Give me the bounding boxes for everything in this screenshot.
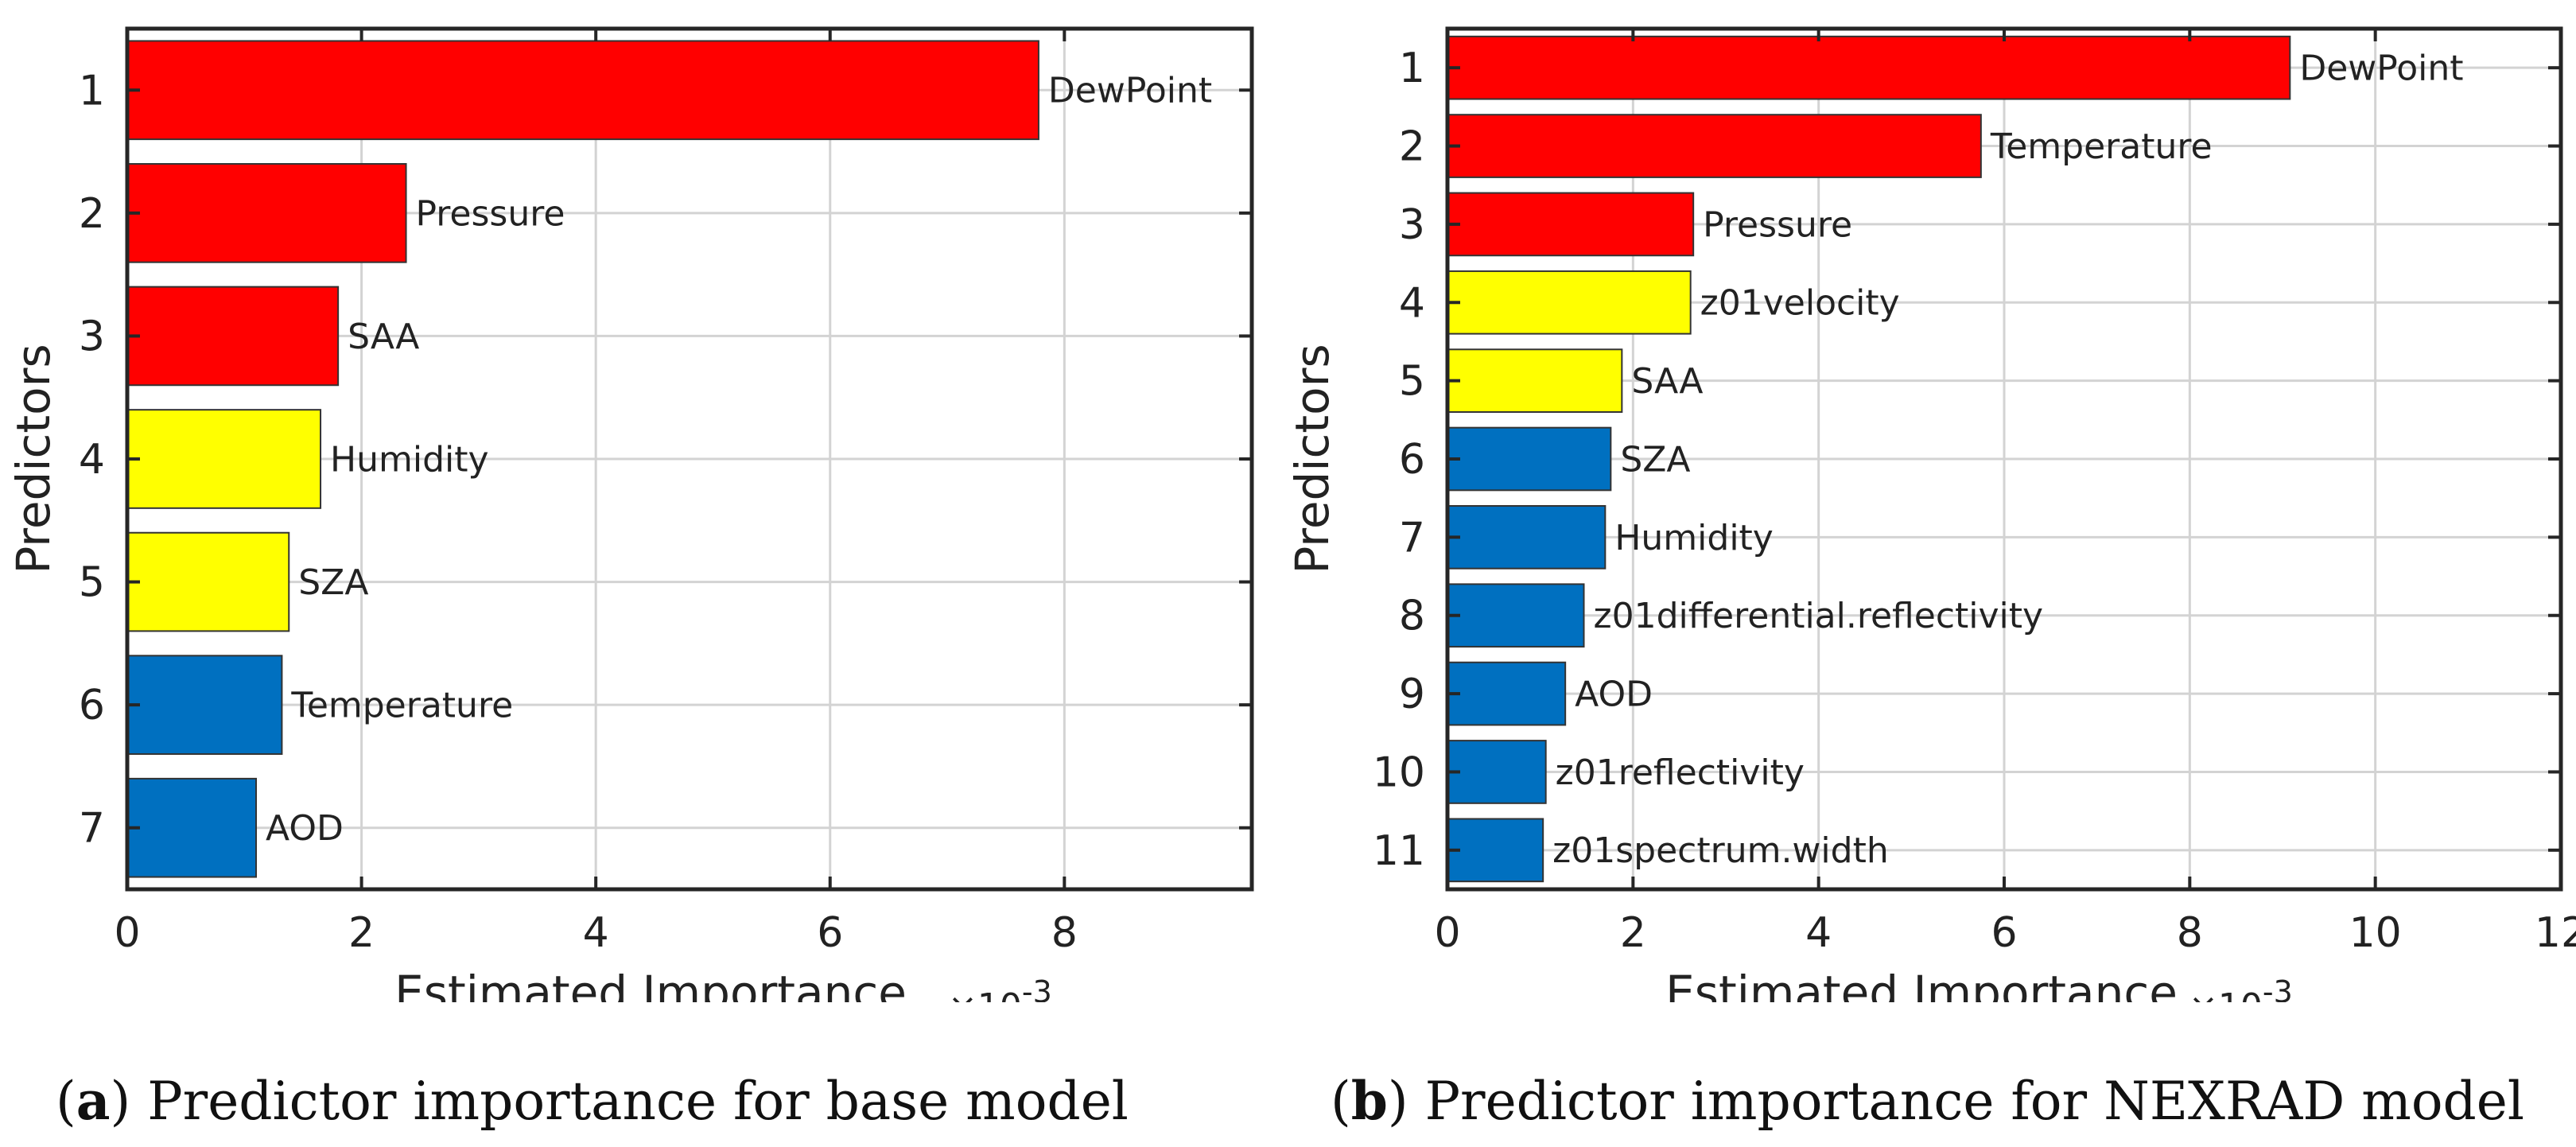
bar-label-2: Pressure (416, 193, 565, 234)
y-tick-label-4: 4 (1399, 279, 1425, 327)
y-tick-label-11: 11 (1373, 827, 1425, 875)
bar-aod (126, 777, 258, 878)
bar-label-6: Temperature (290, 686, 513, 726)
x-tick-label-1: 2 (1620, 909, 1646, 957)
caption-b-tag: b (1350, 1070, 1388, 1132)
y-axis-label: Predictors (1285, 344, 1339, 574)
caption-b: (b) Predictor importance for NEXRAD mode… (1331, 1070, 2524, 1132)
bar-z01spectrum-width (1447, 818, 1544, 883)
x-tick-label-3: 6 (1991, 909, 2017, 957)
bar-label-9: AOD (1575, 674, 1653, 714)
bar-pressure (126, 163, 407, 263)
bar-sza (1447, 426, 1612, 492)
bar-label-4: z01velocity (1700, 283, 1900, 324)
bar-z01velocity (1447, 270, 1692, 335)
y-axis-label: Predictors (6, 344, 60, 574)
x-multiplier: ×10-3 (948, 974, 1052, 1002)
y-tick-label-6: 6 (79, 682, 105, 729)
bar-label-10: z01reflectivity (1556, 752, 1805, 793)
bar-dewpoint (1447, 35, 2291, 100)
bar-label-6: SZA (1620, 439, 1690, 480)
caption-a-tag: a (76, 1070, 111, 1132)
bar-label-2: Temperature (1990, 126, 2213, 167)
y-tick-label-6: 6 (1399, 436, 1425, 484)
y-tick-label-5: 5 (79, 559, 105, 607)
x-tick-label-1: 2 (348, 909, 375, 957)
y-tick-label-1: 1 (1399, 45, 1425, 92)
bar-z01reflectivity (1447, 740, 1547, 804)
caption-a-text: Predictor importance for base model (147, 1071, 1129, 1132)
bar-label-8: z01differential.reflectivity (1594, 596, 2044, 636)
y-tick-label-1: 1 (79, 67, 105, 115)
y-tick-label-9: 9 (1399, 671, 1425, 718)
bar-label-7: Humidity (1614, 518, 1774, 558)
y-tick-label-8: 8 (1399, 593, 1425, 640)
x-tick-label-0: 0 (114, 909, 140, 957)
y-tick-label-5: 5 (1399, 358, 1425, 406)
bar-label-7: AOD (266, 808, 344, 849)
y-tick-label-7: 7 (79, 805, 105, 853)
bar-dewpoint (126, 40, 1039, 141)
x-axis-label: Estimated Importance (394, 966, 907, 1002)
bar-sza (126, 531, 290, 632)
y-tick-label-10: 10 (1373, 748, 1425, 796)
bar-humidity (126, 409, 322, 509)
bar-temperature (1447, 114, 1982, 178)
x-tick-label-0: 0 (1434, 909, 1460, 957)
x-tick-label-2: 4 (583, 909, 609, 957)
bar-label-3: Pressure (1703, 204, 1852, 245)
x-tick-label-3: 6 (817, 909, 843, 957)
bar-label-1: DewPoint (2299, 49, 2463, 89)
bar-z01differential-reflectivity (1447, 583, 1585, 648)
x-tick-label-4: 8 (1051, 909, 1078, 957)
bar-label-5: SAA (1631, 361, 1703, 402)
x-tick-label-6: 12 (2535, 909, 2576, 957)
x-multiplier: ×10-3 (2189, 974, 2293, 1002)
x-tick-label-5: 10 (2349, 909, 2402, 957)
bar-saa (1447, 348, 1623, 413)
y-tick-label-2: 2 (1399, 123, 1425, 171)
bar-label-4: Humidity (330, 439, 489, 480)
x-tick-label-4: 8 (2177, 909, 2203, 957)
y-tick-label-2: 2 (79, 190, 105, 238)
bar-label-1: DewPoint (1048, 71, 1212, 111)
y-tick-label-4: 4 (79, 436, 105, 484)
bar-humidity (1447, 505, 1607, 570)
bar-label-11: z01spectrum.width (1552, 830, 1889, 871)
bar-pressure (1447, 192, 1695, 257)
bar-label-5: SZA (298, 562, 368, 603)
bar-saa (126, 286, 340, 387)
x-tick-label-2: 4 (1805, 909, 1832, 957)
x-axis-label: Estimated Importance (1665, 966, 2178, 1002)
y-tick-label-3: 3 (79, 313, 105, 360)
bar-aod (1447, 661, 1567, 726)
bar-label-3: SAA (348, 317, 419, 357)
caption-b-text: Predictor importance for NEXRAD model (1424, 1071, 2524, 1132)
y-tick-label-3: 3 (1399, 201, 1425, 249)
chart-nexrad-model: DewPoint Temperature Pressure z01velocity SA… (1285, 26, 2576, 1002)
chart-base-model: DewPoint Pressure SAA Humidity SZA Temperatur… (6, 26, 1254, 1002)
bar-temperature (126, 655, 283, 755)
y-tick-label-7: 7 (1399, 514, 1425, 562)
caption-a: (a) Predictor importance for base model (56, 1070, 1129, 1132)
